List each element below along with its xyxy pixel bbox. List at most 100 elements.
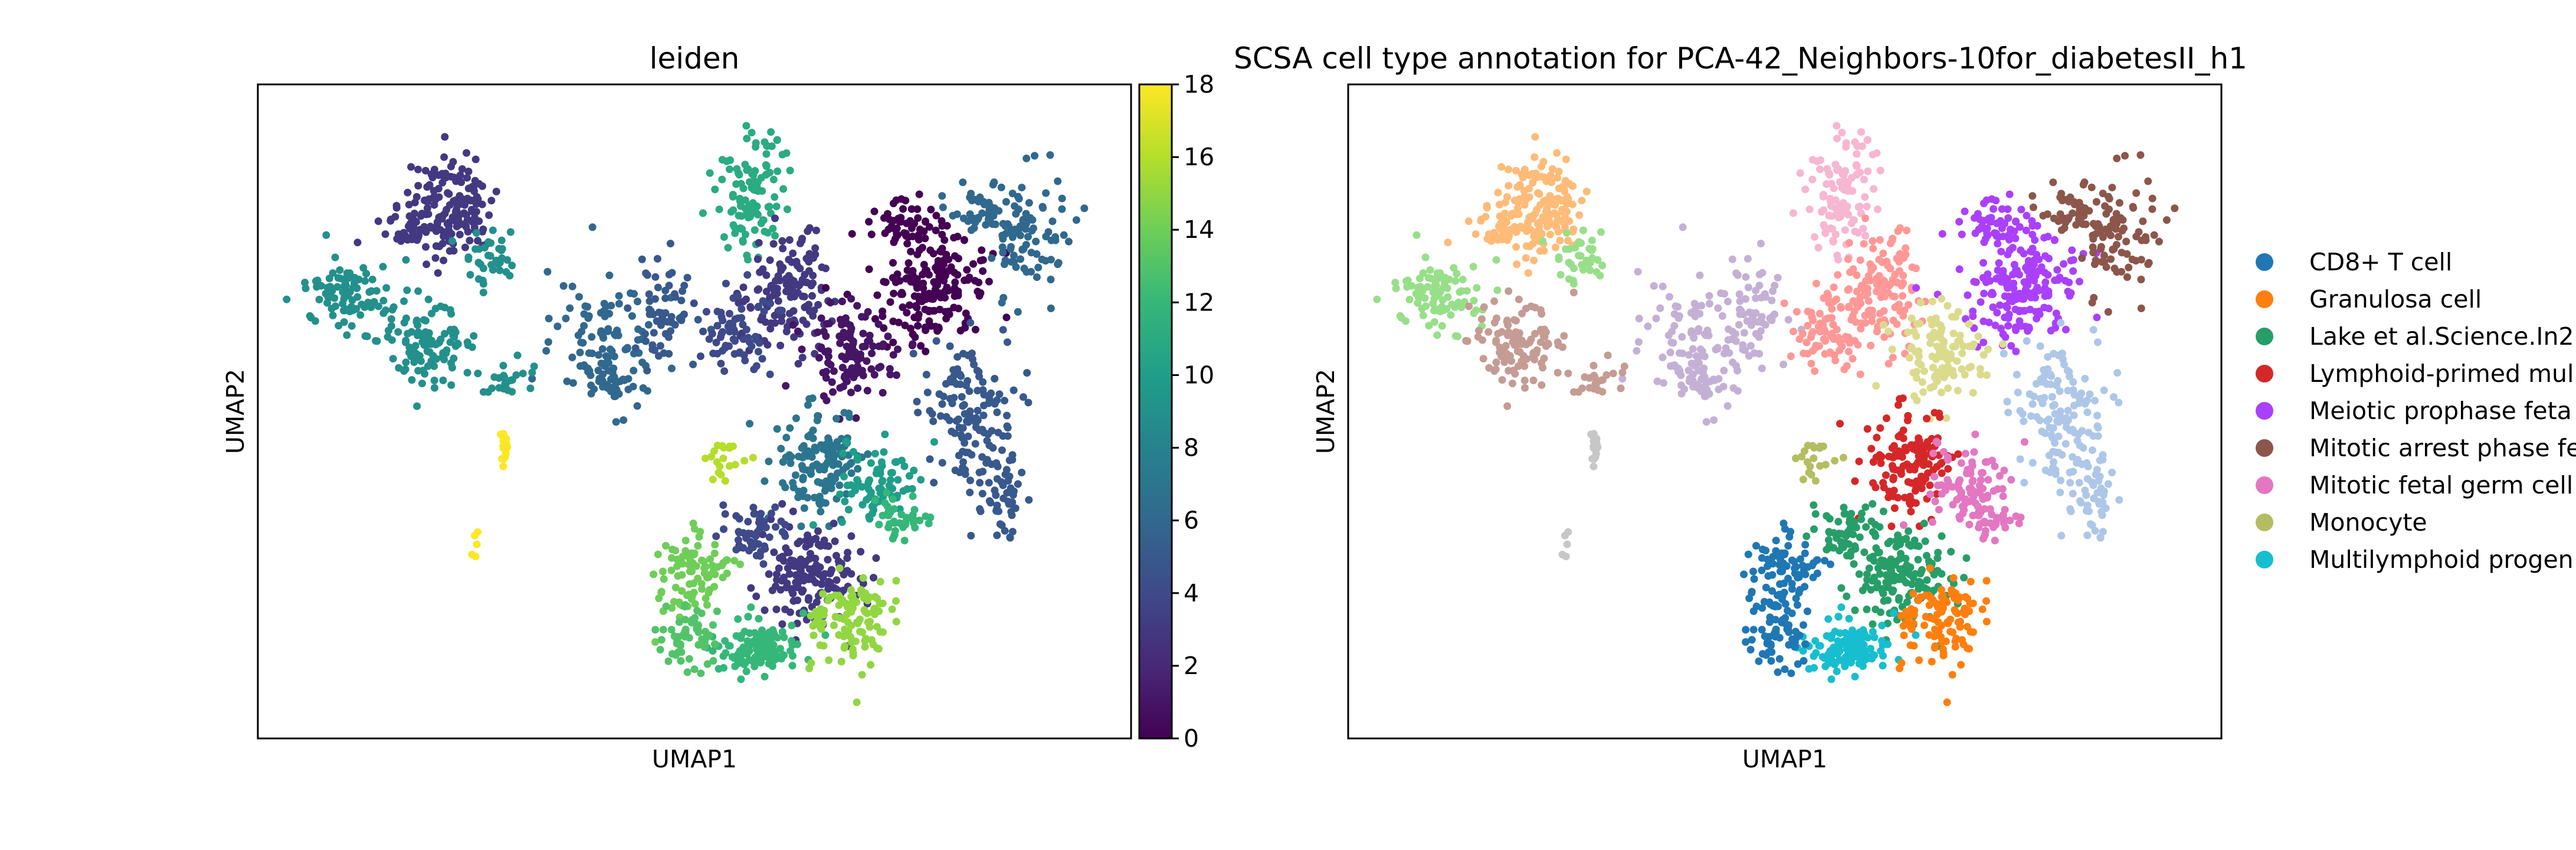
- annotation-point: [1847, 509, 1856, 518]
- annotation-point: [1885, 578, 1893, 586]
- leiden-point: [432, 341, 440, 349]
- leiden-point: [995, 390, 1004, 398]
- leiden-point: [841, 329, 849, 338]
- leiden-point: [937, 247, 945, 256]
- leiden-point: [841, 314, 850, 322]
- leiden-point: [883, 489, 891, 497]
- annotation-point: [2015, 270, 2023, 279]
- leiden-point: [776, 260, 784, 268]
- leiden-point: [615, 300, 623, 308]
- annotation-point: [1589, 373, 1597, 381]
- annotation-point: [2003, 397, 2011, 406]
- leiden-point: [693, 607, 702, 614]
- leiden-point: [794, 261, 801, 270]
- annotation-point: [1689, 345, 1697, 353]
- annotation-point: [1582, 256, 1591, 264]
- annotation-point: [1788, 580, 1796, 588]
- leiden-point: [667, 554, 676, 562]
- leiden-point: [808, 292, 816, 300]
- leiden-point: [993, 408, 1001, 416]
- annotation-point: [1569, 289, 1578, 296]
- annotation-point: [1804, 322, 1812, 330]
- annotation-point: [2087, 478, 2096, 486]
- annotation-point: [2136, 151, 2145, 159]
- leiden-point: [761, 227, 769, 236]
- annotation-point: [1536, 201, 1544, 209]
- annotation-point: [1519, 352, 1528, 360]
- leiden-point: [750, 226, 759, 234]
- leiden-point: [700, 564, 709, 573]
- annotation-point: [1837, 584, 1846, 592]
- leiden-point: [386, 215, 395, 224]
- leiden-point: [904, 259, 913, 267]
- leiden-point: [333, 283, 342, 291]
- leiden-point: [686, 555, 694, 564]
- leiden-point: [479, 228, 487, 236]
- leiden-point: [964, 217, 972, 225]
- leiden-point: [830, 519, 838, 528]
- leiden-point: [696, 352, 704, 360]
- annotation-point: [1895, 401, 1902, 409]
- annotation-point: [1793, 601, 1801, 609]
- leiden-point: [768, 586, 776, 594]
- annotation-point: [2015, 289, 2024, 298]
- annotation-point: [1752, 330, 1760, 338]
- leiden-point: [688, 592, 696, 600]
- leiden-point: [671, 547, 680, 555]
- annotation-panel: SCSA cell type annotation for PCA-42_Nei…: [1234, 41, 2247, 773]
- annotation-point: [1470, 296, 1478, 305]
- annotation-point: [1510, 335, 1518, 343]
- annotation-point: [1876, 236, 1884, 244]
- annotation-point: [1436, 308, 1444, 316]
- annotation-point: [1679, 223, 1687, 231]
- annotation-point: [1498, 328, 1506, 336]
- annotation-point: [2056, 387, 2064, 395]
- leiden-point: [979, 378, 987, 386]
- leiden-point: [1006, 228, 1014, 237]
- annotation-point: [1748, 589, 1756, 597]
- leiden-point: [301, 285, 310, 292]
- annotation-point: [1919, 388, 1927, 396]
- leiden-point: [862, 635, 870, 643]
- annotation-point: [1920, 519, 1928, 528]
- annotation-point: [1404, 276, 1412, 285]
- leiden-point: [442, 174, 450, 182]
- annotation-point: [1823, 545, 1831, 554]
- leiden-point: [346, 308, 354, 316]
- leiden-point: [678, 587, 686, 595]
- annotation-point: [1513, 347, 1522, 355]
- leiden-point: [913, 303, 921, 312]
- annotation-point: [2047, 431, 2056, 439]
- leiden-point: [847, 388, 855, 397]
- leiden-point: [662, 602, 670, 610]
- annotation-point: [1939, 652, 1948, 659]
- leiden-point: [951, 252, 959, 260]
- annotation-point: [2099, 528, 2107, 536]
- annotation-point: [1736, 305, 1743, 313]
- annotation-point: [1697, 302, 1706, 310]
- annotation-point: [1967, 466, 1975, 475]
- annotation-point: [2069, 489, 2077, 498]
- annotation-point: [1483, 202, 1491, 210]
- leiden-point: [801, 451, 809, 459]
- leiden-point: [526, 384, 535, 393]
- leiden-point: [611, 331, 620, 339]
- annotation-point: [1889, 316, 1897, 325]
- leiden-point: [725, 309, 733, 318]
- leiden-point: [719, 501, 727, 509]
- annotation-point: [1801, 541, 1810, 549]
- annotation-point: [1979, 338, 1988, 346]
- annotation-point: [1830, 544, 1838, 552]
- annotation-point: [1898, 453, 1906, 461]
- annotation-point: [1564, 195, 1572, 203]
- leiden-point: [703, 660, 712, 668]
- leiden-point: [930, 438, 938, 446]
- leiden-point: [761, 606, 769, 614]
- leiden-point: [743, 135, 751, 143]
- leiden-point: [799, 442, 808, 450]
- leiden-point: [902, 521, 909, 529]
- annotation-point: [2093, 411, 2101, 420]
- leiden-point: [979, 468, 987, 476]
- annotation-point: [1997, 325, 2005, 332]
- annotation-point: [2100, 251, 2108, 260]
